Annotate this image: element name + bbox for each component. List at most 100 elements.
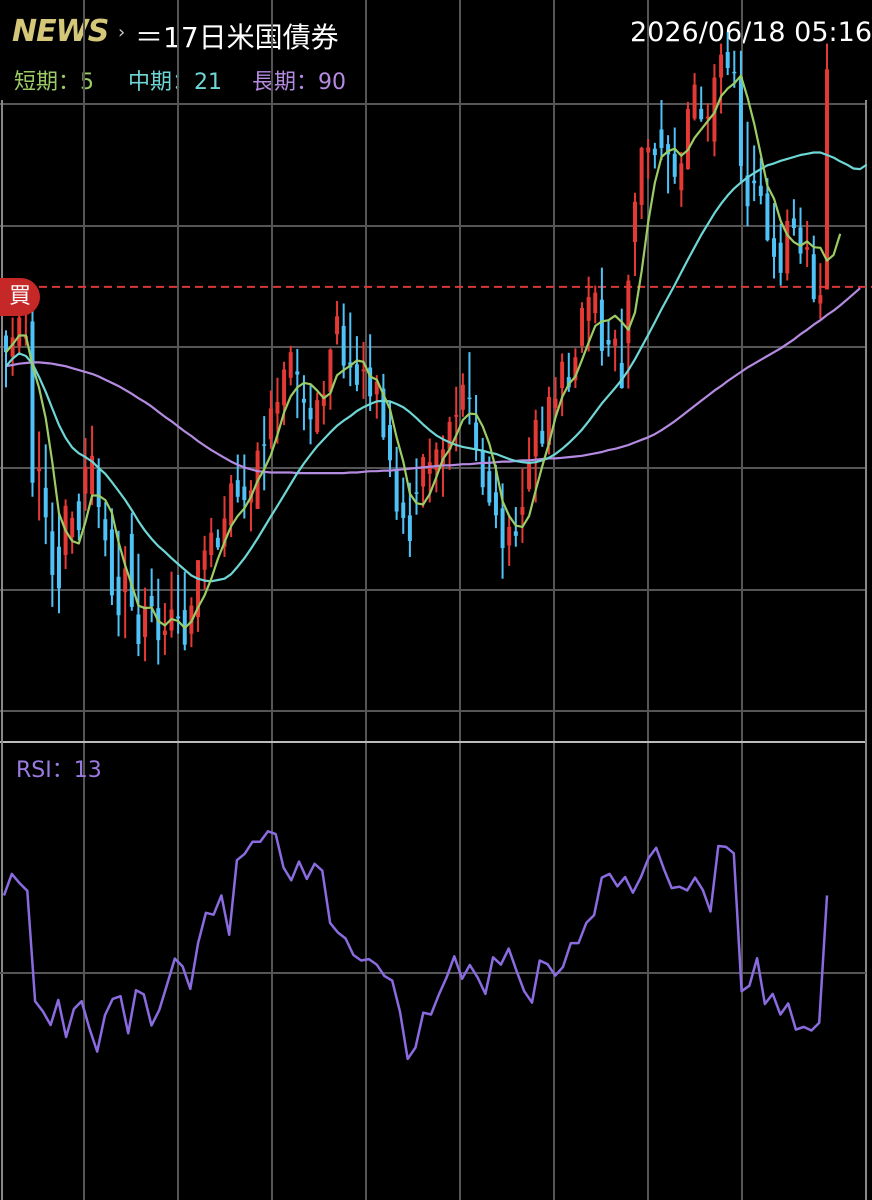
candle-101: [672, 127, 677, 184]
candle-body-61: [407, 515, 412, 541]
candle-body-90: [599, 299, 604, 351]
candle-body-40: [268, 408, 273, 440]
candle-65: [434, 442, 439, 493]
candle-98: [652, 142, 657, 169]
candle-109: [725, 32, 730, 76]
candle-body-107: [712, 77, 717, 142]
chevron-right-icon: ›: [118, 22, 126, 43]
candle-body-105: [699, 108, 704, 120]
candle-47: [315, 392, 320, 435]
candle-59: [394, 446, 399, 520]
candle-76: [507, 515, 512, 566]
candle-body-53: [354, 364, 359, 385]
candle-body-88: [586, 297, 591, 321]
candle-53: [354, 336, 359, 392]
candle-body-81: [540, 430, 545, 444]
candle-body-36: [242, 486, 247, 500]
candle-body-91: [606, 340, 611, 345]
candle-92: [613, 329, 618, 372]
candle-body-83: [553, 398, 558, 408]
candle-95: [633, 192, 637, 276]
candle-body-94: [626, 280, 631, 344]
candle-22: [149, 568, 154, 623]
candle-88: [586, 276, 591, 352]
candle-body-62: [414, 492, 419, 494]
candle-body-89: [593, 292, 598, 314]
candle-body-60: [401, 502, 406, 518]
candle-35: [235, 454, 240, 503]
candle-55: [368, 334, 373, 412]
candle-body-71: [474, 422, 479, 449]
candle-116: [772, 203, 777, 279]
candle-body-12: [83, 466, 88, 494]
candle-body-1: [10, 337, 15, 357]
candle-51: [341, 303, 346, 379]
candle-79: [527, 437, 532, 492]
candle-body-99: [659, 129, 664, 148]
candle-body-112: [745, 175, 750, 207]
candle-body-48: [321, 394, 326, 406]
candle-body-82: [546, 396, 551, 445]
candle-118: [785, 209, 790, 281]
candle-body-115: [765, 193, 770, 241]
candle-body-124: [825, 69, 829, 290]
candle-77: [513, 507, 518, 547]
candle-17: [116, 530, 121, 637]
candle-body-8: [56, 546, 61, 589]
candle-body-102: [679, 163, 684, 191]
candle-body-77: [513, 531, 518, 536]
candle-120: [798, 207, 803, 264]
candle-body-24: [162, 630, 167, 636]
candle-body-22: [149, 596, 154, 607]
candle-body-19: [129, 533, 134, 607]
candle-49: [328, 348, 333, 410]
candle-body-80: [533, 420, 538, 457]
candle-body-56: [374, 381, 379, 395]
candle-body-0: [4, 335, 8, 353]
candle-108: [719, 43, 724, 114]
news-headline[interactable]: ＝17日米国債券: [135, 21, 339, 54]
candle-body-68: [454, 414, 459, 417]
candle-24: [162, 603, 167, 655]
candle-33: [222, 496, 227, 557]
candle-body-7: [50, 531, 55, 575]
candle-104: [692, 73, 697, 121]
candle-71: [474, 395, 479, 461]
candle-body-117: [778, 242, 783, 273]
candle-body-42: [282, 369, 287, 406]
candle-60: [401, 477, 406, 534]
candle-57: [381, 373, 386, 440]
candle-1: [10, 317, 15, 376]
candle-56: [374, 375, 379, 419]
candle-15: [103, 501, 108, 557]
rsi-line: [2, 830, 829, 1061]
candle-body-41: [275, 402, 280, 414]
news-link[interactable]: NEWS: [12, 14, 109, 49]
candle-body-73: [487, 471, 492, 503]
candle-54: [361, 341, 366, 399]
candle-96: [639, 146, 644, 220]
candle-body-14: [96, 469, 101, 508]
candle-89: [593, 285, 598, 324]
candle-81: [540, 406, 545, 447]
candle-body-95: [633, 201, 637, 243]
candle-102: [679, 151, 684, 207]
candle-body-64: [427, 462, 432, 474]
candle-16: [109, 508, 114, 605]
candle-115: [765, 178, 770, 242]
candle-50: [335, 300, 340, 345]
candle-body-45: [301, 398, 306, 403]
candle-74: [493, 464, 498, 529]
ma-long-line: [5, 287, 861, 475]
candle-7: [50, 502, 55, 607]
candle-32: [215, 529, 220, 550]
candle-91: [606, 320, 611, 357]
candle-body-23: [156, 608, 161, 641]
candle-body-18: [123, 568, 128, 593]
candle-90: [599, 267, 604, 366]
buy-badge[interactable]: 買: [0, 278, 40, 316]
candle-body-92: [613, 338, 618, 346]
candle-body-75: [500, 508, 505, 548]
candle-body-97: [646, 147, 651, 153]
